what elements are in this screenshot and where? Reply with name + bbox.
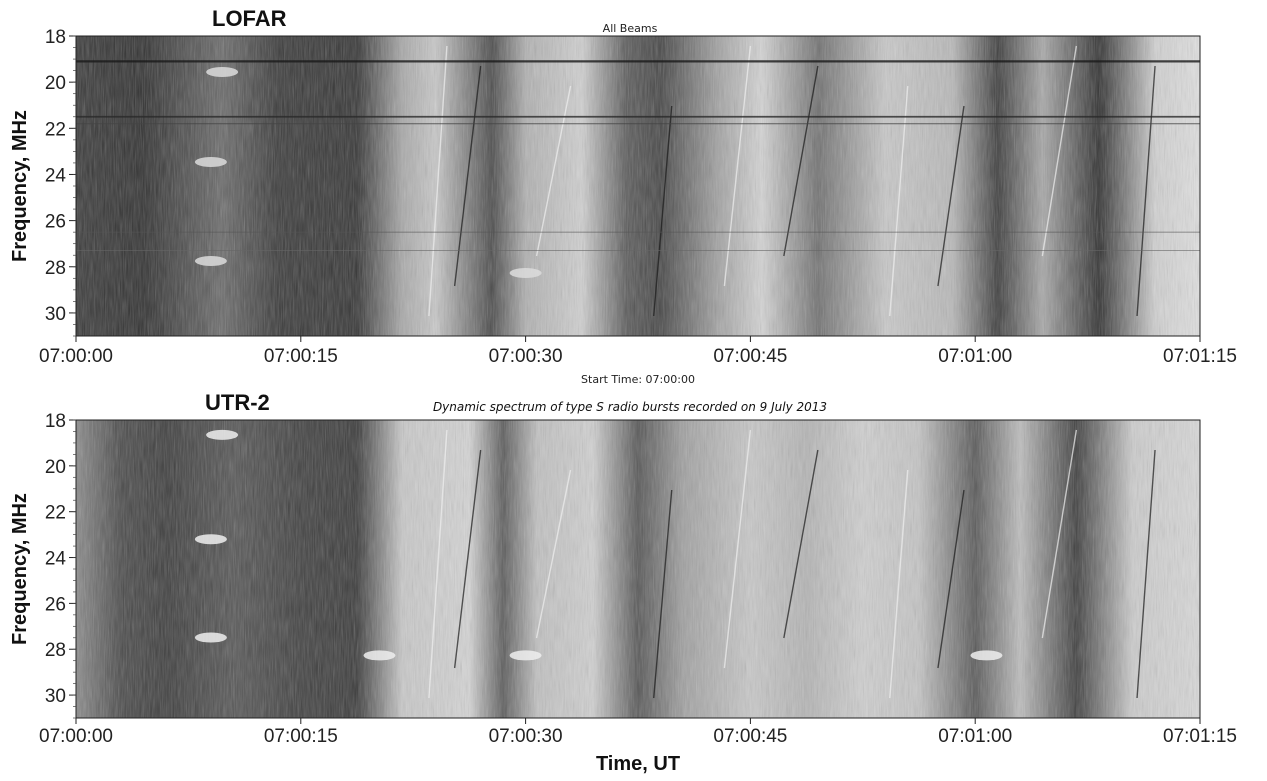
y-tick-label: 24	[45, 549, 67, 570]
x-tick-label: 07:01:00	[938, 726, 1012, 747]
bright-spot	[970, 650, 1003, 661]
lofar-panel-label: LOFAR	[212, 6, 287, 31]
utr2-spectrogram-grain	[76, 420, 1200, 718]
utr2-chart-title: Dynamic spectrum of type S radio bursts …	[433, 400, 827, 414]
utr2-burst-streaks	[194, 429, 1156, 699]
burst-streak	[535, 469, 572, 639]
bright-spot	[206, 67, 239, 77]
burst-streak	[937, 489, 965, 669]
x-tick-label: 07:00:15	[264, 346, 338, 367]
x-tick-label: 07:00:45	[713, 346, 787, 367]
lofar-interference-bands	[76, 60, 1200, 252]
lofar-spectrogram-grain	[76, 36, 1200, 336]
utr2-x-axis-label: Time, UT	[596, 753, 680, 775]
utr2-y-axis-label: Frequency, MHz	[9, 493, 31, 645]
lofar-start-time: Start Time: 07:00:00	[581, 373, 695, 386]
burst-streak	[535, 85, 572, 257]
x-tick-label: 07:00:30	[489, 346, 563, 367]
lofar-spectrogram	[75, 35, 1201, 337]
bright-spot	[194, 157, 227, 167]
y-tick-label: 30	[45, 304, 66, 325]
y-tick-label: 18	[45, 411, 66, 432]
y-tick-label: 30	[45, 686, 66, 707]
x-tick-label: 07:01:15	[1163, 346, 1237, 367]
y-tick-label: 20	[45, 457, 66, 478]
utr2-spectrogram	[75, 419, 1201, 719]
burst-streak	[889, 85, 909, 317]
utr2-panel: UTR-2 Dynamic spectrum of type S radio b…	[9, 390, 1237, 775]
bright-spot	[206, 429, 239, 440]
y-tick-label: 26	[45, 212, 66, 233]
x-tick-label: 07:01:00	[938, 346, 1012, 367]
y-tick-label: 18	[45, 27, 66, 48]
y-tick-label: 24	[45, 165, 67, 186]
burst-streak	[428, 429, 448, 699]
lofar-burst-streaks	[194, 45, 1156, 317]
burst-streak	[653, 105, 673, 317]
bright-spot	[194, 632, 227, 643]
bright-spot	[363, 650, 396, 661]
y-tick-label: 22	[45, 119, 66, 140]
burst-streak	[1041, 45, 1078, 257]
burst-streak	[889, 469, 909, 699]
bright-spot	[509, 268, 542, 278]
y-tick-label: 28	[45, 640, 66, 661]
x-tick-label: 07:00:45	[713, 726, 787, 747]
burst-streak	[453, 449, 482, 669]
x-tick-label: 07:00:15	[264, 726, 338, 747]
y-tick-label: 20	[45, 73, 66, 94]
lofar-y-axis-label: Frequency, MHz	[9, 110, 31, 262]
burst-streak	[723, 429, 752, 669]
burst-streak	[937, 105, 965, 287]
burst-streak	[1041, 429, 1078, 639]
burst-streak	[428, 45, 448, 317]
bright-spot	[509, 650, 542, 661]
utr2-y-ticks: 18 20 22 24 26 28 30	[45, 411, 76, 719]
x-tick-label: 07:00:00	[39, 346, 113, 367]
bright-spot	[194, 256, 227, 266]
burst-streak	[783, 65, 819, 257]
burst-streak	[1136, 449, 1156, 699]
lofar-x-ticks: 07:00:00 07:00:15 07:00:30 07:00:45 07:01:00…	[39, 336, 1237, 367]
burst-streak	[1136, 65, 1156, 317]
x-tick-label: 07:00:00	[39, 726, 113, 747]
lofar-y-ticks: 18 20 22 24 26 28 30	[45, 27, 76, 337]
utr2-panel-label: UTR-2	[205, 390, 270, 415]
burst-streak	[453, 65, 482, 287]
y-tick-label: 22	[45, 503, 66, 524]
utr2-x-ticks: 07:00:00 07:00:15 07:00:30 07:00:45 07:01:00…	[39, 718, 1237, 747]
burst-streak	[783, 449, 819, 639]
x-tick-label: 07:00:30	[489, 726, 563, 747]
burst-streak	[653, 489, 673, 699]
burst-streak	[723, 45, 752, 287]
y-tick-label: 26	[45, 594, 66, 615]
lofar-chart-title: All Beams	[603, 22, 658, 35]
x-tick-label: 07:01:15	[1163, 726, 1237, 747]
y-tick-label: 28	[45, 258, 66, 279]
bright-spot	[194, 534, 227, 545]
